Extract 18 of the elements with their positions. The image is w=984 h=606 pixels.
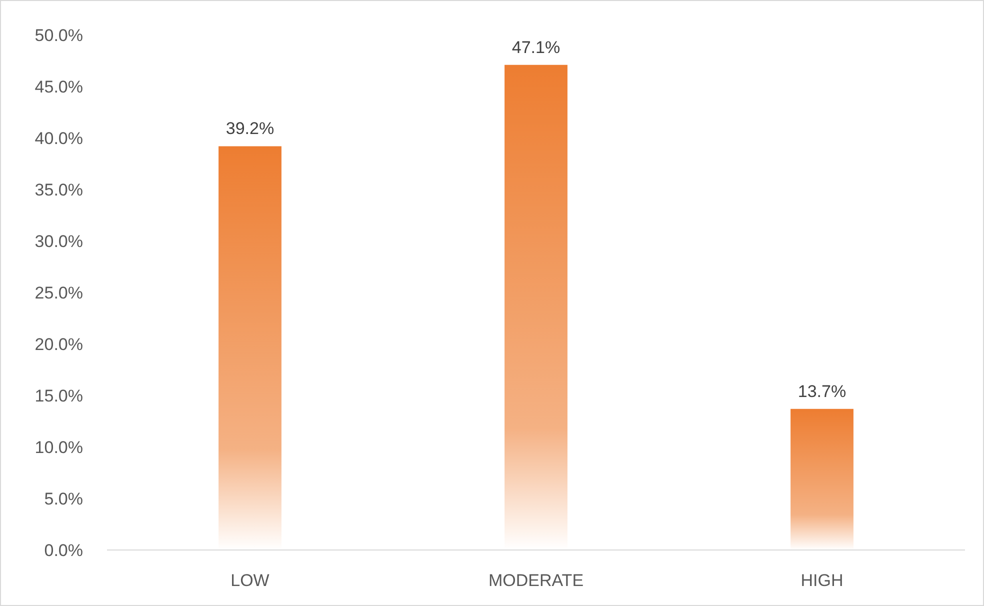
data-label: 39.2%: [226, 119, 274, 138]
bar: [790, 408, 854, 550]
y-tick-label: 35.0%: [34, 180, 83, 200]
y-tick-label: 40.0%: [34, 128, 83, 148]
x-tick-label: MODERATE: [488, 571, 584, 590]
data-label: 13.7%: [798, 382, 846, 401]
data-label: 47.1%: [512, 38, 560, 57]
y-tick-label: 15.0%: [34, 386, 83, 406]
x-tick-label: HIGH: [800, 571, 844, 590]
y-tick-label: 50.0%: [34, 26, 83, 45]
y-tick-label: 45.0%: [34, 77, 83, 96]
x-tick-label: LOW: [230, 571, 270, 590]
y-tick-label: 5.0%: [44, 489, 83, 508]
y-tick-label: 0.0%: [44, 540, 83, 560]
y-tick-label: 10.0%: [34, 438, 83, 457]
y-tick-label: 30.0%: [34, 232, 83, 251]
y-tick-label: 25.0%: [34, 283, 83, 302]
y-tick-label: 20.0%: [34, 334, 83, 354]
